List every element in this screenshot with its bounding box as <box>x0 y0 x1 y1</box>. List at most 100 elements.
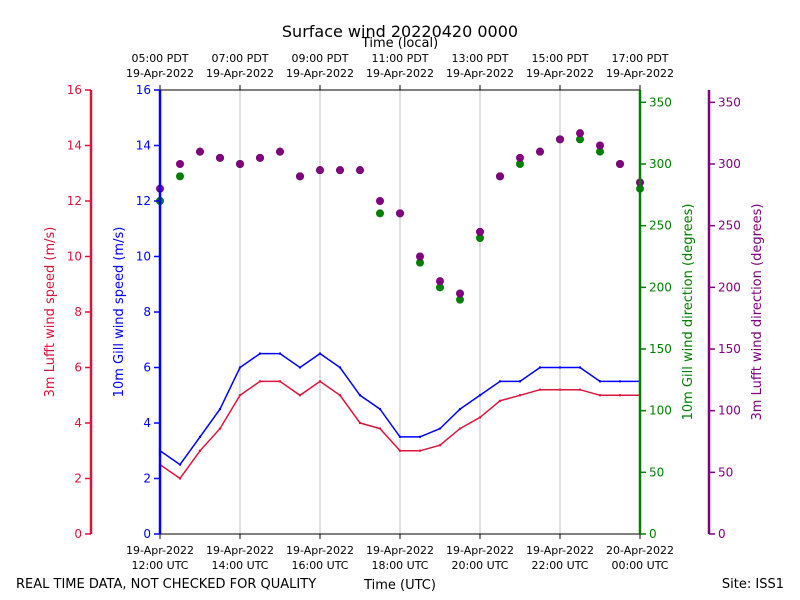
speed-tick-label: 14 <box>67 139 82 153</box>
speed-point <box>518 380 522 383</box>
lufft-direction-axis-label: 3m Lufft wind direction (degrees) <box>750 204 765 421</box>
speed-point <box>598 380 602 383</box>
speed-point <box>178 477 182 480</box>
x-tick-label-time: 14:00 UTC <box>211 559 268 572</box>
speed-point <box>498 380 502 383</box>
speed-point <box>218 407 222 411</box>
speed-point <box>618 380 622 383</box>
speed-point <box>378 407 382 411</box>
speed-point <box>438 444 442 447</box>
speed-tick-label: 6 <box>74 361 82 375</box>
direction-point <box>536 147 544 156</box>
direction-tick-label: 250 <box>649 219 672 233</box>
speed-point <box>278 352 282 355</box>
speed-point <box>238 394 242 397</box>
direction-point <box>296 172 304 181</box>
direction-tick-label: 250 <box>718 219 741 233</box>
top-tick-label-date: 19-Apr-2022 <box>446 67 514 80</box>
speed-tick-label: 4 <box>143 416 151 430</box>
speed-tick-label: 16 <box>67 83 82 97</box>
speed-point <box>598 394 602 397</box>
direction-tick-label: 300 <box>718 157 741 171</box>
direction-tick-label: 300 <box>649 157 672 171</box>
speed-tick-label: 10 <box>136 250 151 264</box>
top-tick-label-time: 11:00 PDT <box>371 52 428 65</box>
direction-point <box>496 172 504 181</box>
direction-tick-label: 0 <box>718 527 726 541</box>
top-tick-label-date: 19-Apr-2022 <box>126 67 194 80</box>
speed-point <box>298 366 302 369</box>
direction-point <box>196 147 204 156</box>
direction-point <box>176 172 184 181</box>
speed-point <box>478 416 482 419</box>
speed-point <box>298 394 302 397</box>
x-tick-label-time: 00:00 UTC <box>611 559 668 572</box>
direction-tick-label: 200 <box>718 280 741 294</box>
top-tick-label-date: 19-Apr-2022 <box>286 67 354 80</box>
speed-point <box>418 435 422 439</box>
top-tick-label-time: 17:00 PDT <box>611 52 668 65</box>
top-tick-label-date: 19-Apr-2022 <box>366 67 434 80</box>
x-tick-label-date: 20-Apr-2022 <box>606 544 674 557</box>
speed-point <box>198 435 202 439</box>
speed-point <box>618 394 622 397</box>
speed-tick-label: 0 <box>143 527 151 541</box>
speed-point <box>578 366 582 369</box>
series-layer <box>156 129 644 480</box>
direction-point <box>236 160 244 168</box>
direction-point <box>376 209 384 218</box>
direction-point <box>556 135 564 144</box>
top-tick-label-time: 07:00 PDT <box>211 52 268 65</box>
x-tick-label-date: 19-Apr-2022 <box>126 544 194 557</box>
direction-tick-label: 150 <box>649 342 672 356</box>
quality-disclaimer: REAL TIME DATA, NOT CHECKED FOR QUALITY <box>16 577 316 592</box>
direction-point <box>256 153 264 162</box>
top-tick-label-time: 05:00 PDT <box>131 52 188 65</box>
top-tick-label-time: 09:00 PDT <box>291 52 348 65</box>
direction-point <box>316 166 324 175</box>
direction-tick-label: 150 <box>718 342 741 356</box>
speed-tick-label: 10 <box>67 250 82 264</box>
direction-point <box>476 234 484 242</box>
speed-point <box>338 394 342 397</box>
speed-point <box>498 399 502 402</box>
speed-point <box>258 380 262 383</box>
site-label: Site: ISS1 <box>722 577 784 592</box>
direction-point <box>356 166 364 175</box>
top-tick-label-date: 19-Apr-2022 <box>606 67 674 80</box>
direction-tick-label: 50 <box>718 465 733 479</box>
speed-point <box>538 388 542 391</box>
x-axis-label: Time (UTC) <box>363 578 436 593</box>
lufft-speed-axis-label: 3m Lufft wind speed (m/s) <box>43 227 58 398</box>
x-tick-label-time: 20:00 UTC <box>451 559 508 572</box>
speed-point <box>358 394 362 397</box>
direction-tick-label: 50 <box>649 465 664 479</box>
speed-point <box>558 388 562 391</box>
direction-point <box>576 129 584 138</box>
x-tick-label-date: 19-Apr-2022 <box>206 544 274 557</box>
direction-tick-label: 350 <box>649 95 672 109</box>
gill-speed-axis-label: 10m Gill wind speed (m/s) <box>112 227 127 398</box>
x-tick-label-time: 12:00 UTC <box>131 559 188 572</box>
speed-point <box>418 449 422 452</box>
speed-tick-label: 8 <box>143 305 151 319</box>
speed-point <box>518 394 522 397</box>
gill-direction-axis-label: 10m Gill wind direction (degrees) <box>681 204 696 421</box>
direction-point <box>176 160 184 168</box>
x-tick-label-date: 19-Apr-2022 <box>366 544 434 557</box>
speed-tick-label: 0 <box>74 527 82 541</box>
speed-point <box>358 421 362 425</box>
direction-point <box>456 289 464 298</box>
x-tick-label-time: 22:00 UTC <box>531 559 588 572</box>
chart-title: Surface wind 20220420 0000 <box>282 22 518 41</box>
direction-point <box>576 135 584 144</box>
direction-point <box>616 160 624 168</box>
speed-point <box>318 352 322 355</box>
direction-point <box>276 147 284 156</box>
speed-point <box>278 380 282 383</box>
direction-point <box>456 295 464 304</box>
top-tick-label-date: 19-Apr-2022 <box>526 67 594 80</box>
speed-tick-label: 6 <box>143 361 151 375</box>
x-tick-label-time: 18:00 UTC <box>371 559 428 572</box>
